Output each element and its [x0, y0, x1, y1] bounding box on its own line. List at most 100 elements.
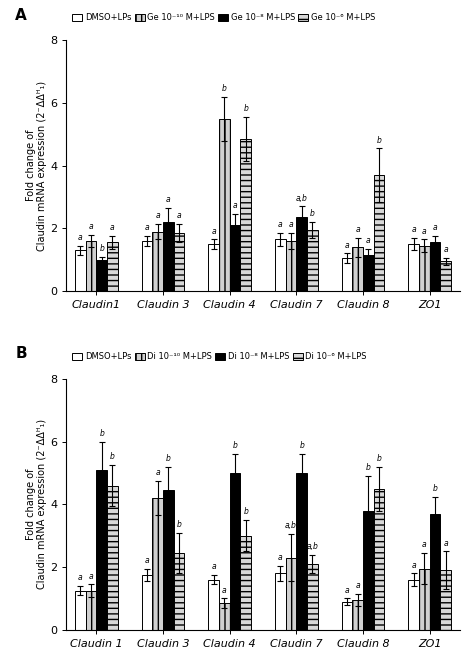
Text: a: a [78, 233, 82, 242]
Text: a: a [222, 586, 227, 595]
Text: a: a [166, 195, 171, 204]
Legend: DMSO+LPs, Di 10⁻¹⁰ M+LPS, Di 10⁻⁸ M+LPS, Di 10⁻⁶ M+LPS: DMSO+LPs, Di 10⁻¹⁰ M+LPS, Di 10⁻⁸ M+LPS,… [71, 350, 368, 362]
Text: a: a [422, 226, 427, 236]
Bar [440, 570, 451, 630]
Text: b: b [433, 484, 438, 492]
Text: b: b [377, 454, 382, 463]
Text: b: b [243, 105, 248, 113]
Text: a: a [444, 539, 448, 547]
Legend: DMSO+LPs, Ge 10⁻¹⁰ M+LPS, Ge 10⁻⁸ M+LPS, Ge 10⁻⁶ M+LPS: DMSO+LPs, Ge 10⁻¹⁰ M+LPS, Ge 10⁻⁸ M+LPS,… [71, 12, 377, 24]
Bar [374, 175, 384, 291]
Bar [275, 239, 286, 291]
Bar [230, 225, 240, 291]
Bar [107, 243, 118, 291]
Text: a: a [422, 540, 427, 549]
Text: a,b: a,b [296, 194, 308, 202]
Y-axis label: Fold change of
Claudin mRNA expression (2⁻ΔΔᴴ₁): Fold change of Claudin mRNA expression (… [26, 419, 47, 590]
Bar [440, 261, 451, 291]
Bar [296, 473, 307, 630]
Bar [219, 603, 230, 630]
Text: a: a [278, 220, 283, 229]
Text: a: a [233, 202, 237, 210]
Bar [209, 580, 219, 630]
Bar [286, 557, 296, 630]
Text: b: b [366, 464, 371, 472]
Bar [307, 230, 318, 291]
Bar [96, 260, 107, 291]
Bar [296, 217, 307, 291]
Bar [142, 575, 152, 630]
Bar [163, 490, 173, 630]
Text: a,b: a,b [285, 521, 297, 531]
Text: b: b [110, 452, 115, 462]
Bar [86, 590, 96, 630]
Bar [363, 511, 374, 630]
Bar [430, 243, 440, 291]
Text: a: a [211, 562, 216, 571]
Text: b: b [166, 454, 171, 463]
Text: a,b: a,b [307, 542, 319, 551]
Bar [353, 600, 363, 630]
Bar [353, 247, 363, 291]
Bar [209, 244, 219, 291]
Bar [96, 470, 107, 630]
Text: B: B [15, 346, 27, 361]
Bar [240, 139, 251, 291]
Bar [230, 473, 240, 630]
Bar [142, 241, 152, 291]
Bar [173, 553, 184, 630]
Text: b: b [233, 442, 237, 450]
Text: a: a [110, 224, 115, 232]
Bar [75, 590, 86, 630]
Text: a: a [278, 553, 283, 561]
Text: b: b [222, 84, 227, 93]
Text: a: a [177, 211, 182, 220]
Bar [307, 564, 318, 630]
Text: a: a [444, 245, 448, 254]
Text: b: b [310, 209, 315, 218]
Bar [374, 488, 384, 630]
Bar [363, 255, 374, 291]
Bar [163, 222, 173, 291]
Text: a: a [411, 225, 416, 234]
Text: b: b [243, 507, 248, 517]
Text: b: b [377, 135, 382, 145]
Text: a: a [145, 556, 149, 565]
Bar [342, 258, 353, 291]
Bar [409, 244, 419, 291]
Text: a: a [345, 586, 349, 595]
Text: a: a [356, 225, 360, 234]
Text: a: a [411, 561, 416, 570]
Bar [286, 241, 296, 291]
Bar [419, 246, 430, 291]
Bar [75, 251, 86, 291]
Text: a: a [155, 468, 160, 477]
Bar [342, 602, 353, 630]
Bar [152, 498, 163, 630]
Bar [419, 569, 430, 630]
Bar [219, 119, 230, 291]
Text: b: b [99, 429, 104, 438]
Text: a: a [155, 211, 160, 220]
Bar [107, 486, 118, 630]
Text: a: a [366, 236, 371, 245]
Text: b: b [299, 442, 304, 450]
Y-axis label: Fold change of
Claudin mRNA expression (2⁻ΔΔᴴ₁): Fold change of Claudin mRNA expression (… [26, 80, 47, 251]
Bar [409, 580, 419, 630]
Text: a: a [78, 573, 82, 582]
Text: a: a [89, 572, 93, 581]
Text: b: b [99, 244, 104, 253]
Text: A: A [15, 7, 27, 23]
Text: a: a [211, 226, 216, 236]
Text: a: a [356, 581, 360, 590]
Bar [152, 232, 163, 291]
Text: a: a [145, 224, 149, 232]
Text: a: a [89, 222, 93, 231]
Bar [173, 233, 184, 291]
Text: a: a [433, 224, 438, 232]
Text: a: a [345, 241, 349, 250]
Text: b: b [177, 520, 182, 529]
Text: a: a [289, 220, 293, 229]
Bar [430, 514, 440, 630]
Bar [275, 574, 286, 630]
